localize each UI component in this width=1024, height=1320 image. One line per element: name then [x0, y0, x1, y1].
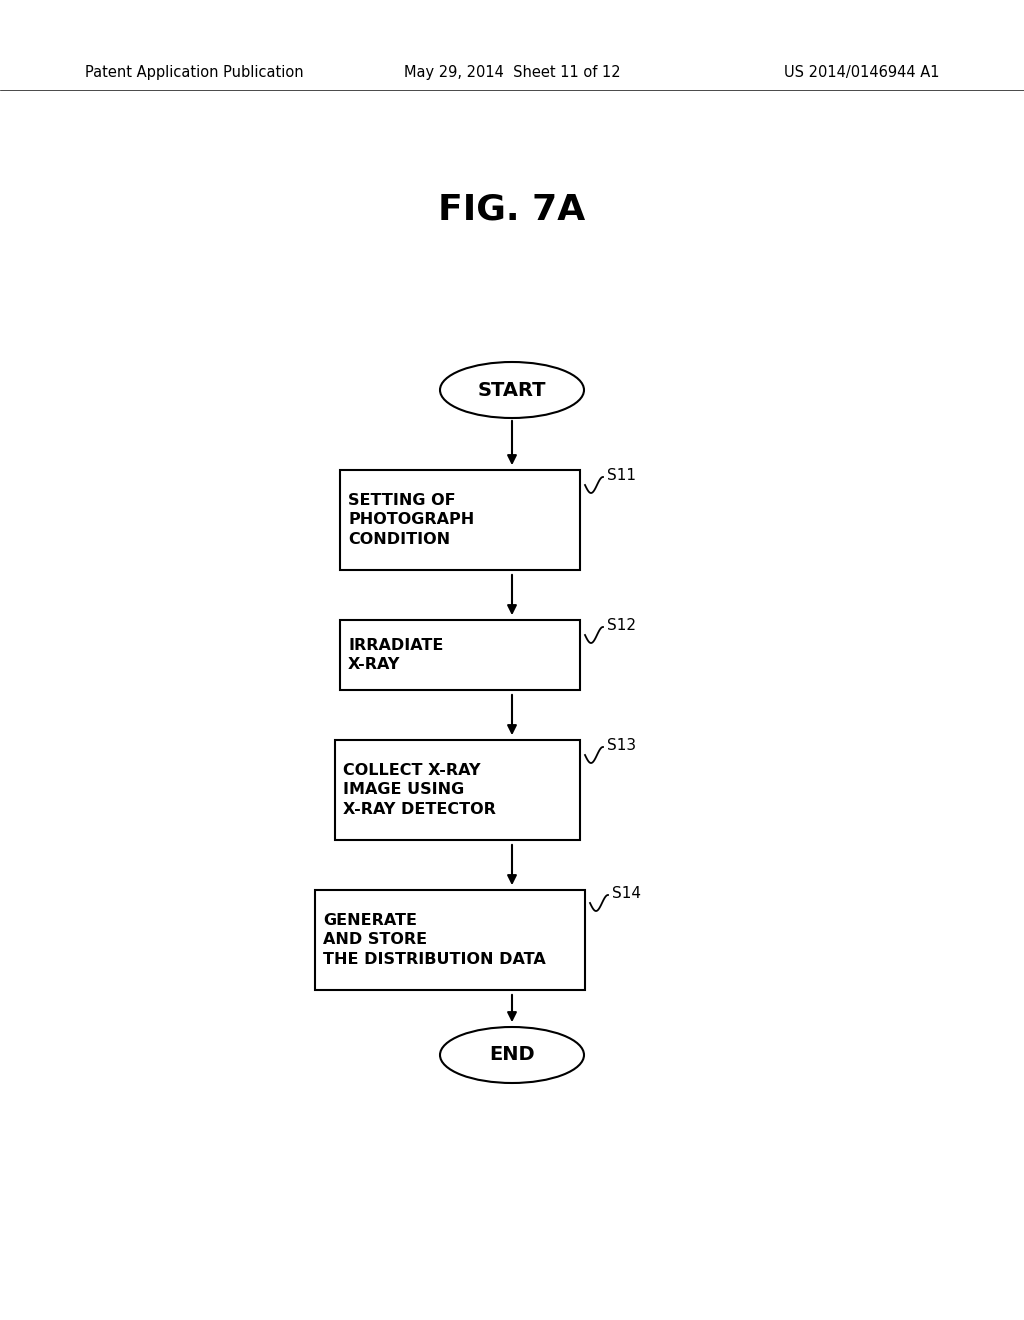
Ellipse shape — [440, 1027, 584, 1082]
Text: END: END — [489, 1045, 535, 1064]
Text: Patent Application Publication: Patent Application Publication — [85, 65, 304, 79]
Bar — [340, 620, 580, 690]
Text: GENERATE
AND STORE
THE DISTRIBUTION DATA: GENERATE AND STORE THE DISTRIBUTION DATA — [323, 913, 546, 966]
Text: SETTING OF
PHOTOGRAPH
CONDITION: SETTING OF PHOTOGRAPH CONDITION — [348, 494, 474, 546]
Text: May 29, 2014  Sheet 11 of 12: May 29, 2014 Sheet 11 of 12 — [403, 65, 621, 79]
Bar — [340, 470, 580, 570]
Text: S14: S14 — [612, 886, 641, 902]
Text: FIG. 7A: FIG. 7A — [438, 193, 586, 227]
Text: S11: S11 — [607, 469, 636, 483]
Text: S12: S12 — [607, 618, 636, 634]
Text: S13: S13 — [607, 738, 636, 752]
Text: COLLECT X-RAY
IMAGE USING
X-RAY DETECTOR: COLLECT X-RAY IMAGE USING X-RAY DETECTOR — [343, 763, 496, 817]
Bar — [315, 890, 585, 990]
Ellipse shape — [440, 362, 584, 418]
Text: IRRADIATE
X-RAY: IRRADIATE X-RAY — [348, 638, 443, 672]
Text: US 2014/0146944 A1: US 2014/0146944 A1 — [783, 65, 939, 79]
Text: START: START — [478, 380, 546, 400]
Bar — [335, 741, 580, 840]
